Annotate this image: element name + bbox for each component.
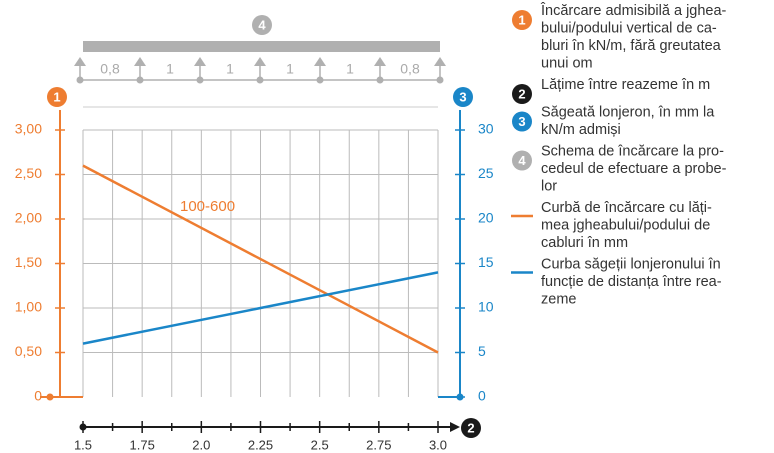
x-arrow	[450, 422, 460, 432]
y-tick-label: 0	[34, 388, 42, 404]
legend-text: Săgeată lonjeron, în mm la	[541, 104, 715, 120]
y2-axis-marker: 3	[459, 89, 466, 104]
y-tick-label: 2,00	[15, 210, 42, 226]
support	[194, 57, 206, 66]
y2-tick-label: 25	[478, 165, 494, 181]
legend-marker-circle	[512, 10, 532, 30]
legend-text: Încărcare admisibilă a jghea-	[540, 2, 727, 19]
y2-tick-label: 10	[478, 299, 494, 315]
legend-marker-circle	[512, 150, 532, 171]
legend-text: bului/podului vertical de ca-	[541, 20, 717, 36]
legend-text: bluri în kN/m, fără greutatea	[541, 38, 722, 54]
x-tick-label: 3.0	[429, 437, 447, 452]
support	[134, 57, 146, 66]
legend-text: cedeul de efectuare a probe-	[541, 161, 727, 177]
legend-text: Curbă de încărcare cu lăți-	[541, 200, 712, 216]
legend-text: mea jgheabului/podului de	[541, 217, 710, 233]
y2-tick-label: 30	[478, 121, 494, 137]
y2-tick-label: 20	[478, 210, 494, 226]
load-bar	[83, 41, 440, 52]
legend-marker: 2	[518, 86, 525, 101]
y2-axis-marker-circle	[453, 87, 473, 107]
y2-tick-label: 5	[478, 343, 486, 359]
span-label: 1	[346, 61, 354, 77]
span-label: 0,8	[400, 61, 420, 77]
x-tick-label: 2.5	[311, 437, 329, 452]
x-axis-marker: 2	[467, 420, 474, 435]
y2-zero-dot	[456, 393, 464, 401]
legend-marker: 4	[518, 153, 526, 168]
support-dot	[136, 76, 144, 84]
x-tick-label: 1.5	[74, 437, 92, 452]
span-label: 0,8	[100, 61, 120, 77]
support	[314, 57, 326, 66]
support-dot	[196, 76, 204, 84]
support	[434, 57, 446, 66]
y-tick-label: 2,50	[15, 165, 42, 181]
legend-marker-circle	[512, 111, 532, 132]
span-label: 1	[166, 61, 174, 77]
support	[374, 57, 386, 66]
support-dot	[316, 76, 324, 84]
legend-text: lor	[541, 178, 557, 194]
legend-marker: 1	[518, 12, 525, 27]
legend-text: funcție de distanța între rea-	[541, 274, 722, 290]
support-dot	[76, 76, 84, 84]
legend-text: cabluri în mm	[541, 235, 628, 251]
y-tick-label: 1,00	[15, 299, 42, 315]
y-tick-label: 0,50	[15, 343, 42, 359]
y-axis-marker-circle	[47, 87, 67, 107]
support-dot	[376, 76, 384, 84]
schematic-marker-circle	[252, 15, 272, 35]
y2-tick-label: 15	[478, 254, 494, 270]
x-tick-label: 1.75	[130, 437, 155, 452]
legend-marker: 3	[518, 114, 525, 129]
schematic-marker: 4	[258, 17, 266, 32]
x-tick-label: 2.25	[248, 437, 273, 452]
series-line	[82, 164, 439, 354]
y-tick-label: 1,50	[15, 254, 42, 270]
x-axis-dot	[79, 423, 87, 431]
legend-text: zeme	[541, 291, 576, 307]
series-line	[82, 271, 439, 345]
x-tick-label: 2.75	[366, 437, 391, 452]
series-label: 100-600	[180, 198, 235, 215]
support	[254, 57, 266, 66]
legend-text: Schema de încărcare la pro-	[541, 143, 724, 159]
support	[74, 57, 86, 66]
x-tick-label: 2.0	[192, 437, 210, 452]
y-tick-label: 3,00	[15, 121, 42, 137]
x-axis-marker-circle	[461, 418, 481, 438]
span-label: 1	[226, 61, 234, 77]
y2-tick-label: 0	[478, 388, 486, 404]
legend-text: kN/m admiși	[541, 122, 621, 138]
span-label: 1	[286, 61, 294, 77]
support-dot	[256, 76, 264, 84]
support-dot	[436, 76, 444, 84]
legend-text: Lățime între reazeme în m	[541, 77, 710, 93]
y-zero-dot	[46, 393, 54, 401]
legend-marker-circle	[512, 84, 532, 104]
legend-text: Curba săgeții lonjeronului în	[541, 256, 721, 272]
legend-text: unui om	[541, 55, 593, 71]
y-axis-marker: 1	[53, 89, 60, 104]
